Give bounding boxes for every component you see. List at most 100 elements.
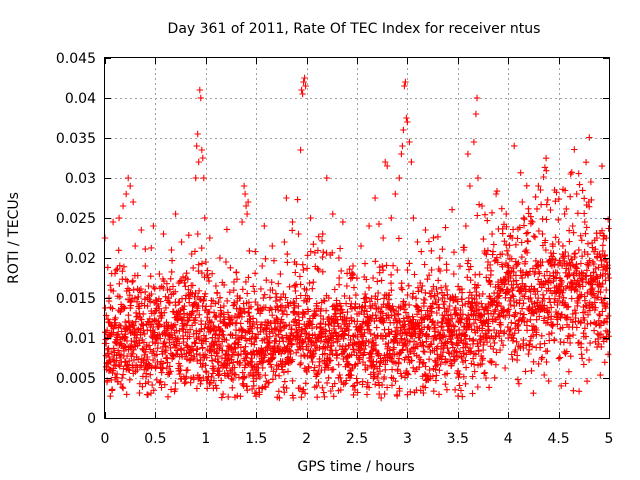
data-point — [195, 287, 203, 294]
data-point — [415, 288, 422, 295]
data-point — [521, 293, 528, 300]
data-point — [542, 237, 549, 244]
data-point — [598, 227, 606, 234]
data-point — [565, 266, 572, 274]
data-point — [573, 265, 581, 272]
data-point — [541, 164, 549, 171]
data-point — [515, 342, 522, 350]
x-axis-tick-labels: 0 0.5 1 1.5 2 2.5 3 3.5 4 4.5 5 — [101, 431, 614, 447]
data-point — [114, 265, 121, 273]
data-point — [404, 118, 411, 126]
data-point — [376, 368, 384, 375]
data-point — [142, 245, 149, 253]
data-point — [233, 276, 241, 283]
data-point — [491, 339, 498, 347]
data-point — [419, 339, 426, 346]
data-point — [403, 114, 410, 122]
data-point — [402, 309, 410, 316]
data-point — [346, 374, 354, 382]
data-point — [153, 297, 160, 304]
data-point — [186, 326, 194, 333]
data-point — [401, 374, 409, 381]
y-tick-label: 0 — [87, 411, 96, 427]
data-point — [155, 317, 162, 325]
data-point — [365, 384, 373, 391]
data-point — [176, 340, 183, 347]
data-point — [119, 202, 127, 210]
data-point — [348, 317, 355, 324]
data-point — [565, 303, 572, 310]
data-point — [294, 196, 301, 203]
data-point — [216, 294, 224, 301]
data-point — [319, 268, 326, 275]
data-point — [335, 361, 342, 368]
data-point — [411, 271, 418, 278]
data-point — [198, 244, 205, 252]
data-point — [575, 246, 582, 254]
data-point — [465, 266, 473, 273]
data-point — [238, 218, 246, 226]
data-point — [549, 240, 556, 248]
data-point — [236, 294, 244, 302]
data-point — [119, 268, 126, 275]
data-point — [242, 278, 250, 286]
data-point — [456, 263, 464, 270]
data-point — [142, 262, 149, 270]
data-point — [492, 361, 500, 368]
data-point — [597, 371, 604, 379]
data-point — [205, 277, 213, 285]
data-point — [580, 361, 587, 368]
data-point — [594, 294, 602, 301]
y-tick-label: 0.03 — [65, 171, 96, 187]
data-point — [456, 371, 463, 378]
data-point — [428, 266, 435, 274]
data-point — [164, 286, 171, 294]
data-point — [562, 248, 569, 256]
data-point — [292, 316, 299, 323]
data-point — [554, 269, 561, 277]
data-point — [479, 355, 486, 362]
data-point — [214, 334, 222, 342]
data-point — [320, 248, 327, 256]
data-point — [123, 190, 130, 198]
data-point — [192, 174, 199, 182]
data-point — [298, 86, 305, 94]
data-point — [498, 337, 505, 344]
data-point — [196, 374, 203, 381]
data-point — [295, 310, 302, 318]
data-point — [480, 370, 488, 377]
data-point — [115, 214, 123, 222]
data-point — [152, 364, 159, 371]
data-point — [603, 286, 610, 294]
data-point — [253, 375, 260, 382]
data-point — [208, 357, 216, 365]
data-point — [172, 385, 179, 393]
data-point — [250, 348, 257, 355]
data-point — [204, 274, 212, 281]
x-tick-label: 4.5 — [547, 431, 569, 447]
data-point — [150, 348, 157, 355]
data-point — [181, 279, 188, 286]
data-point — [440, 292, 448, 299]
data-point — [483, 304, 490, 311]
data-point — [331, 318, 338, 326]
data-point — [180, 338, 187, 346]
data-point — [393, 331, 400, 339]
data-point — [502, 294, 509, 301]
data-point — [575, 170, 582, 177]
data-point — [336, 371, 343, 379]
data-point — [335, 254, 343, 262]
data-point — [410, 344, 417, 351]
data-point — [470, 361, 478, 368]
data-point — [323, 379, 331, 387]
data-point — [240, 182, 248, 190]
data-point — [218, 377, 225, 384]
data-point — [473, 299, 481, 306]
data-point — [106, 357, 113, 364]
data-point — [218, 354, 226, 362]
data-point — [216, 254, 224, 262]
data-point — [198, 363, 206, 371]
data-point — [523, 318, 531, 325]
data-point — [511, 313, 518, 320]
data-point — [241, 308, 248, 315]
